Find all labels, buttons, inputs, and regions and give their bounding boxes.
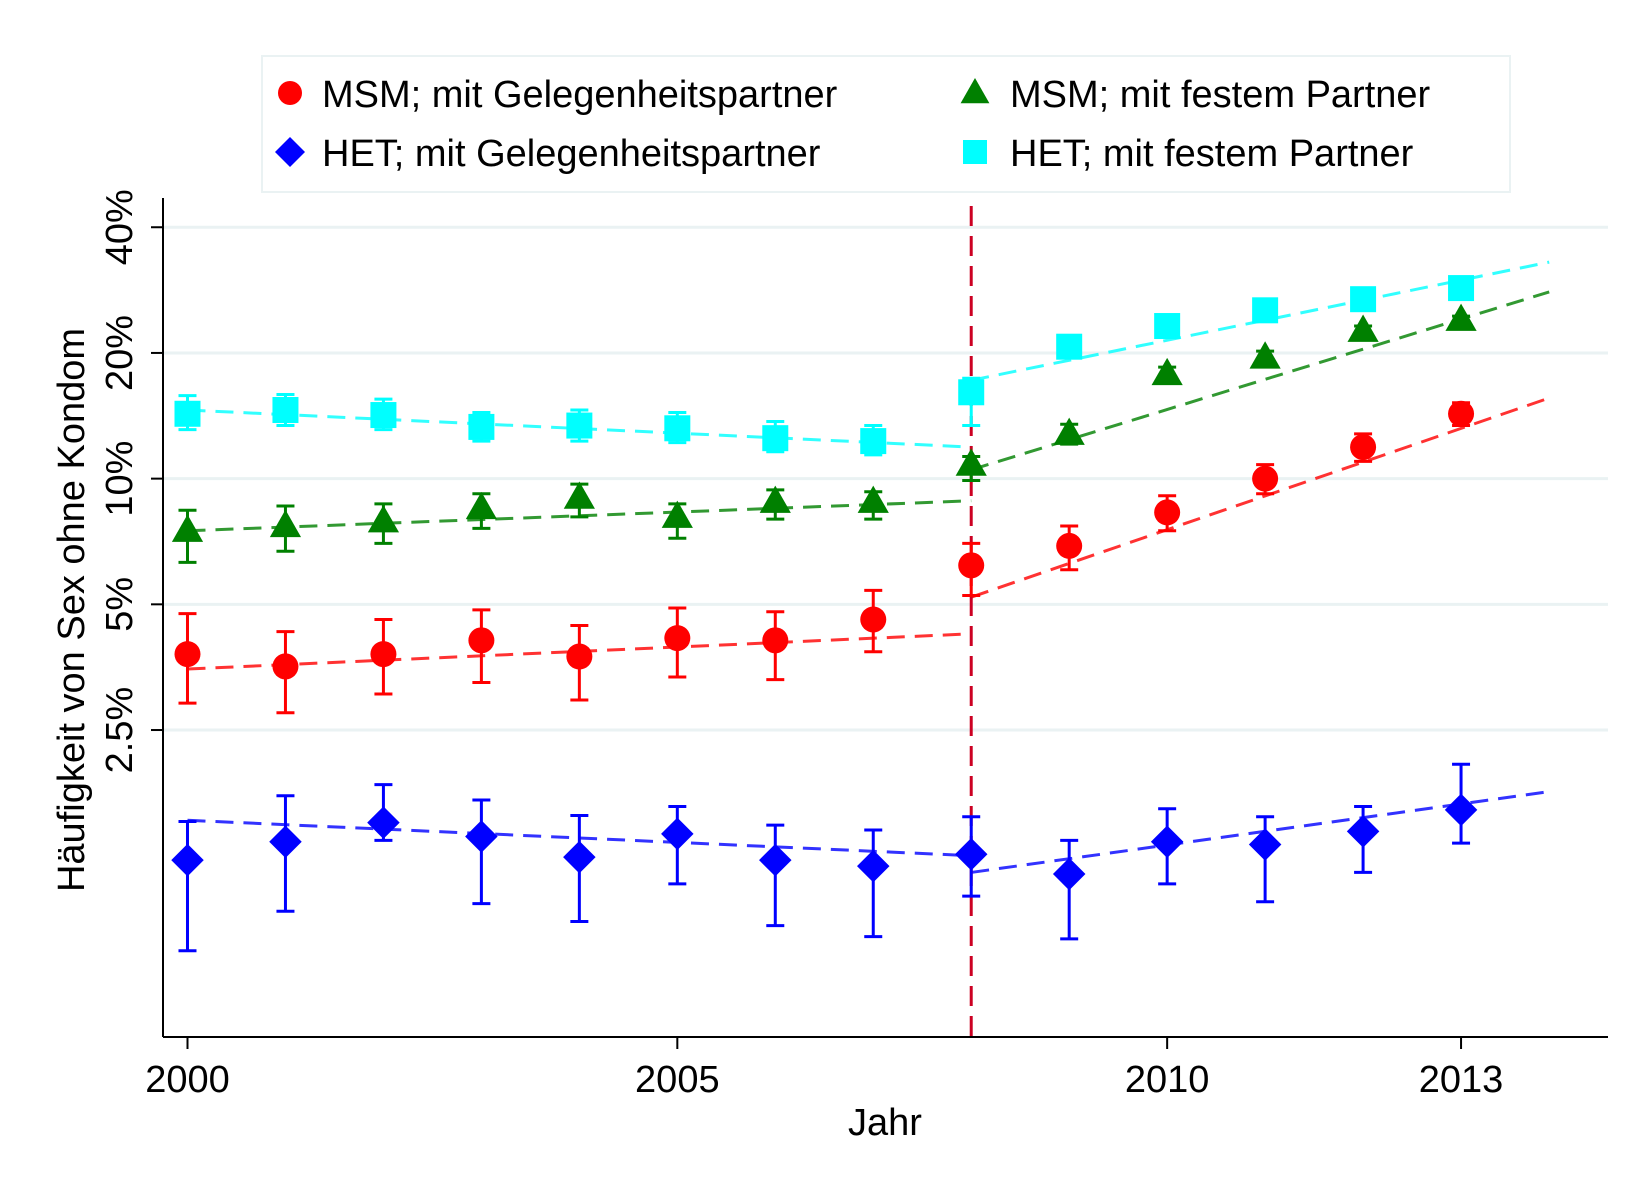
- data-point: [566, 412, 593, 439]
- data-point: [370, 641, 397, 668]
- data-point: [1252, 297, 1279, 324]
- y-tick-label: 20%: [99, 315, 141, 391]
- data-point: [661, 500, 693, 528]
- data-point: [759, 485, 791, 513]
- data-point: [857, 485, 889, 513]
- x-tick-label: 2010: [1125, 1059, 1210, 1101]
- data-point: [955, 448, 987, 476]
- data-point: [1448, 275, 1475, 302]
- data-point: [269, 825, 302, 859]
- data-point: [174, 641, 201, 668]
- data-point: [1350, 286, 1377, 313]
- data-point: [1151, 357, 1183, 386]
- data-markers: [171, 275, 1478, 891]
- legend-marker: [960, 78, 990, 104]
- data-point: [269, 509, 302, 538]
- data-point: [1346, 815, 1380, 848]
- y-tick-label: 10%: [99, 441, 141, 517]
- data-point: [762, 627, 789, 654]
- data-point: [1154, 499, 1181, 526]
- y-axis-title: Häufigkeit von Sex ohne Kondom: [51, 328, 93, 892]
- data-point: [860, 428, 887, 455]
- data-point: [1056, 532, 1083, 559]
- data-point: [958, 379, 985, 406]
- data-point: [958, 552, 985, 579]
- data-point: [563, 840, 596, 874]
- legend-label: HET; mit festem Partner: [1010, 133, 1414, 175]
- legend-marker: [275, 137, 305, 167]
- data-point: [563, 481, 595, 509]
- data-point: [171, 514, 204, 542]
- data-point: [664, 415, 691, 442]
- data-point: [954, 838, 988, 871]
- data-point: [860, 606, 887, 633]
- legend-label: MSM; mit festem Partner: [1010, 74, 1431, 116]
- y-tick-label: 40%: [99, 189, 141, 265]
- data-point: [1248, 828, 1282, 861]
- x-tick-label: 2013: [1419, 1059, 1504, 1101]
- data-point: [1350, 434, 1377, 461]
- data-point: [1052, 857, 1086, 891]
- legend-marker: [278, 81, 302, 105]
- data-point: [370, 402, 397, 429]
- data-point: [171, 843, 204, 877]
- fit-line: [970, 396, 1550, 599]
- data-point: [1053, 417, 1085, 445]
- data-point: [272, 653, 299, 680]
- legend-marker: [963, 140, 987, 164]
- y-tick-label: 5%: [99, 577, 141, 632]
- data-point: [566, 643, 593, 670]
- x-tick-label: 2005: [635, 1059, 720, 1101]
- x-axis-title: Jahr: [848, 1102, 922, 1144]
- data-point: [468, 413, 495, 440]
- x-tick-label: 2000: [145, 1059, 230, 1101]
- data-point: [857, 849, 890, 883]
- legend-label: HET; mit Gelegenheitspartner: [322, 133, 821, 175]
- data-point: [1249, 341, 1281, 369]
- data-point: [174, 400, 201, 427]
- data-point: [272, 397, 299, 424]
- y-tick-label: 2.5%: [99, 687, 141, 774]
- data-point: [1056, 333, 1083, 360]
- data-point: [1252, 465, 1279, 492]
- data-point: [1445, 303, 1477, 331]
- data-point: [1448, 400, 1475, 427]
- data-point: [367, 505, 400, 533]
- legend: MSM; mit Gelegenheitspartner MSM; mit fes…: [261, 55, 1511, 193]
- legend-label: MSM; mit Gelegenheitspartner: [322, 74, 838, 116]
- data-point: [1154, 313, 1181, 340]
- data-point: [661, 817, 694, 851]
- data-point: [759, 843, 792, 877]
- legend-box: [261, 55, 1511, 193]
- data-point: [762, 425, 789, 452]
- data-point: [664, 625, 691, 652]
- data-point: [367, 806, 400, 839]
- data-point: [1347, 314, 1379, 342]
- data-point: [465, 491, 497, 520]
- data-point: [1150, 825, 1184, 859]
- data-point: [1444, 793, 1478, 827]
- data-point: [465, 820, 498, 853]
- data-point: [468, 627, 495, 654]
- grid-lines: [163, 225, 1608, 732]
- axes: 2.5% 5% 10% 20% 40% 2000 2005 2010 2013: [99, 189, 1608, 1101]
